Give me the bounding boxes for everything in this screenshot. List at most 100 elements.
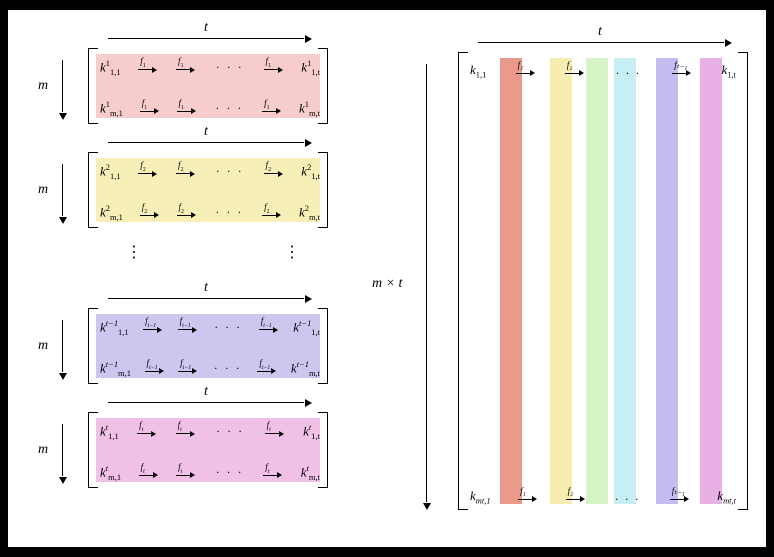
- arrow-icon: ft: [176, 425, 196, 437]
- ellipsis: · · ·: [212, 361, 244, 376]
- elem: kt1,1: [100, 422, 119, 441]
- arrow-icon: ft: [137, 425, 157, 437]
- elem: kt−11,t: [293, 318, 320, 337]
- t-axis: t: [108, 26, 308, 44]
- arrow-icon: f2: [264, 165, 284, 177]
- stripe-4: [614, 58, 636, 504]
- ellipsis: · · ·: [213, 101, 245, 116]
- elem: kt−1m,t: [291, 359, 320, 378]
- arrow-icon: fₜ₋₁: [672, 65, 692, 77]
- left-matrix-block-3: t m kt−11,1 ft−1 ft−1 · · · ft−1 kt−11,t…: [78, 306, 338, 386]
- elem-k-1-t: k1,t: [722, 62, 736, 80]
- axis-label-mt: m × t: [372, 276, 402, 292]
- f-label: f₂: [568, 486, 574, 496]
- matrix-row-top: k11,1 f1 f1 · · · f1 k11,t: [100, 58, 320, 77]
- stripe-2: [550, 58, 572, 504]
- vertical-ellipsis-right: ⋮: [284, 250, 300, 256]
- bracket-left: [88, 412, 98, 488]
- arrow-icon: f1: [262, 103, 282, 115]
- mt-axis: m × t: [390, 60, 432, 510]
- m-axis: m: [42, 316, 68, 378]
- arrow-icon: f2: [140, 207, 160, 219]
- elem: k21,1: [100, 162, 121, 181]
- arrow-icon: ft−1: [259, 321, 279, 333]
- ellipsis: · · ·: [213, 205, 245, 220]
- arrow-icon: f2: [176, 165, 196, 177]
- arrow-icon: f1: [177, 103, 197, 115]
- axis-label-t: t: [204, 124, 208, 140]
- axis-label-t: t: [204, 384, 208, 400]
- matrix-row-bot: kt−1m,1 ft−1 ft−1 · · · ft−1 kt−1m,t: [100, 359, 320, 378]
- arrow-icon: f₂: [566, 491, 586, 503]
- arrow-icon: f2: [262, 207, 282, 219]
- axis-label-t: t: [598, 24, 602, 40]
- f-label: f₂: [567, 60, 573, 70]
- matrix-row-top: kt−11,1 ft−1 ft−1 · · · ft−1 kt−11,t: [100, 318, 320, 337]
- arrow-icon: ft: [176, 467, 196, 479]
- elem-k-1-1: k1,1: [470, 62, 486, 80]
- arrow-icon: f2: [138, 165, 158, 177]
- f-label: f₁: [520, 486, 526, 496]
- ellipsis: . . .: [613, 489, 642, 504]
- ellipsis: · · ·: [212, 320, 244, 335]
- matrix-row-bot: k2m,1 f2 f2 · · · f2 k2m,t: [100, 203, 320, 222]
- axis-label-t: t: [204, 20, 208, 36]
- f-label: fₜ₋₁: [674, 60, 687, 71]
- arrow-icon: ft: [263, 467, 283, 479]
- elem: k21,t: [301, 162, 320, 181]
- axis-label-m: m: [38, 338, 48, 354]
- m-axis: m: [42, 160, 68, 222]
- right-matrix: t m × t k1,1 f₁ f₂ . . . fₜ₋₁ k1,t kmt,1…: [438, 40, 748, 520]
- ellipsis: · · ·: [214, 164, 246, 179]
- elem-k-1-m-1: k1m,1: [100, 99, 123, 118]
- vertical-ellipsis-left: ⋮: [126, 250, 142, 256]
- bracket-left: [88, 152, 98, 228]
- arrow-icon: ft−1: [178, 321, 198, 333]
- elem: kt−1m,1: [100, 359, 131, 378]
- bracket-left: [458, 52, 468, 510]
- arrow-icon: fₜ₋₁: [670, 491, 690, 503]
- t-axis: t: [108, 286, 308, 304]
- matrix-row-top: kt1,1 ft ft · · · ft kt1,t: [100, 422, 320, 441]
- m-axis: m: [42, 56, 68, 118]
- ellipsis: · · ·: [214, 424, 246, 439]
- arrow-icon: ft: [265, 425, 285, 437]
- left-matrix-block-2: t m k21,1 f2 f2 · · · f2 k21,t k2m,1 f2 …: [78, 150, 338, 230]
- left-matrix-block-4: t m kt1,1 ft ft · · · ft kt1,t ktm,1 ft …: [78, 410, 338, 490]
- stripe-3: [586, 58, 608, 504]
- m-axis: m: [42, 420, 68, 482]
- arrow-icon: f₁: [518, 491, 538, 503]
- arrow-icon: f1: [138, 61, 158, 73]
- stripe-6: [700, 58, 722, 504]
- arrow-icon: f2: [177, 207, 197, 219]
- arrow-icon: f₂: [565, 65, 585, 77]
- t-axis-right: t: [478, 30, 728, 48]
- arrow-icon: f1: [264, 61, 284, 73]
- ellipsis: . . .: [614, 63, 643, 78]
- matrix-row-bot: ktm,1 ft ft · · · ft ktm,t: [100, 463, 320, 482]
- f-label: fₜ₋₁: [672, 486, 685, 497]
- bracket-left: [88, 48, 98, 124]
- elem: kt−11,1: [100, 318, 129, 337]
- figure-canvas: { "dims": { "width": 774, "height": 557,…: [8, 10, 766, 547]
- t-axis: t: [108, 390, 308, 408]
- stripe-1: [500, 58, 522, 504]
- f-label: f₁: [518, 60, 524, 70]
- elem: ktm,t: [301, 463, 320, 482]
- elem-k-1-1-1: k11,1: [100, 58, 121, 77]
- arrow-icon: ft−1: [143, 321, 163, 333]
- elem: k2m,1: [100, 203, 123, 222]
- left-matrix-block-1: t m k11,1 f1 f1 · · · f1 k11,t k1m,1 f1 …: [78, 46, 338, 126]
- axis-label-t: t: [204, 280, 208, 296]
- bracket-right: [738, 52, 748, 510]
- matrix-row-top: k21,1 f2 f2 · · · f2 k21,t: [100, 162, 320, 181]
- elem: kt1,t: [303, 422, 320, 441]
- ellipsis: · · ·: [214, 60, 246, 75]
- axis-label-m: m: [38, 78, 48, 94]
- right-row-top: k1,1 f₁ f₂ . . . fₜ₋₁ k1,t: [470, 62, 736, 80]
- ellipsis: · · ·: [214, 465, 246, 480]
- arrow-icon: ft−1: [257, 363, 277, 375]
- arrow-icon: f1: [140, 103, 160, 115]
- axis-label-m: m: [38, 442, 48, 458]
- elem-k-1-m-t: k1m,t: [299, 99, 320, 118]
